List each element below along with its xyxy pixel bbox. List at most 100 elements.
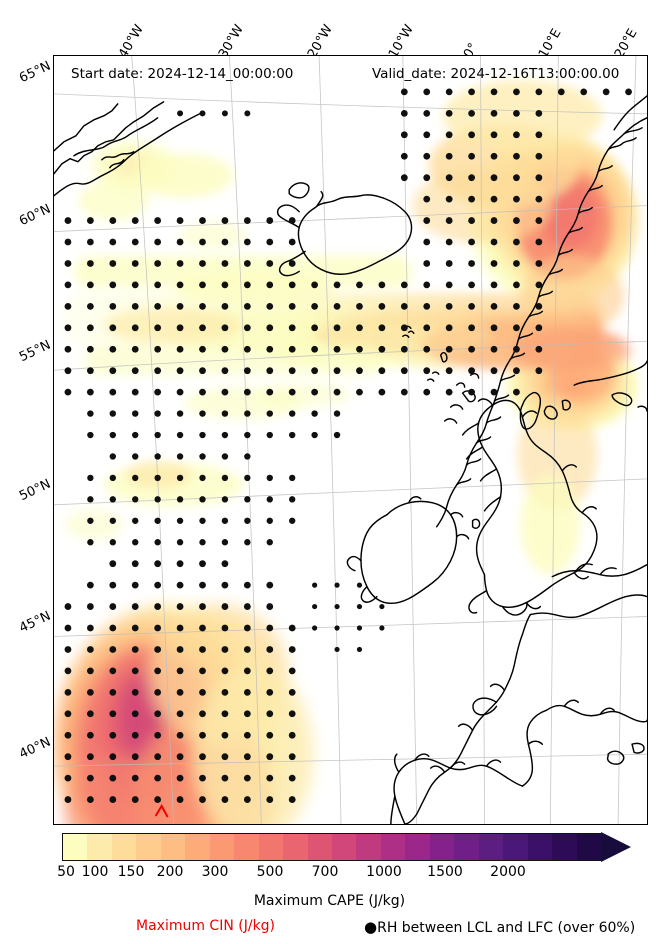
rh-dot — [154, 324, 162, 332]
rh-dot — [154, 238, 162, 246]
colorbar-tick-50: 50 — [57, 864, 75, 880]
rh-dot — [221, 603, 229, 610]
rh-dot — [244, 517, 251, 524]
rh-dot — [468, 367, 475, 375]
rh-dot — [132, 474, 139, 482]
rh-dot — [132, 431, 139, 439]
colorbar-segment-7 — [234, 834, 259, 860]
rh-dot — [86, 796, 94, 803]
rh-dot — [176, 560, 184, 568]
rh-dot — [378, 324, 386, 332]
rh-dot — [154, 667, 162, 675]
rh-dot — [289, 517, 296, 524]
rh-dot — [199, 539, 206, 546]
rh-dot — [86, 688, 94, 696]
rh-dot — [400, 345, 408, 353]
rh-dot — [109, 774, 117, 782]
rh-dot — [109, 560, 117, 568]
colorbar-segment-20 — [552, 834, 577, 860]
map-plot-area[interactable]: Start date: 2024-12-14_00:00:00 Valid_da… — [53, 55, 648, 825]
rh-dot — [109, 496, 116, 503]
rh-dot — [199, 281, 206, 289]
rh-dot — [468, 281, 475, 289]
cin-legend-label: Maximum CIN (J/kg) — [136, 918, 276, 934]
rh-dot — [154, 367, 162, 375]
rh-dot — [199, 324, 206, 332]
rh-dot — [445, 367, 453, 375]
lat-tick-label-2: 55°N — [17, 337, 54, 366]
rh-dot — [221, 539, 229, 546]
rh-dot — [490, 174, 498, 182]
rh-dot — [244, 453, 251, 460]
colorbar-tick-500: 500 — [256, 864, 284, 880]
rh-dot — [64, 345, 72, 353]
rh-dot — [378, 281, 386, 289]
rh-dot — [445, 345, 453, 353]
rh-dot — [490, 238, 498, 246]
rh-dot — [580, 88, 588, 96]
rh-dot — [131, 710, 139, 718]
rh-dot — [423, 109, 431, 117]
rh-dot — [131, 688, 139, 696]
rh-dot — [176, 539, 184, 546]
lat-tick-label-5: 40°N — [17, 734, 54, 763]
rh-dot — [199, 560, 206, 568]
colorbar-segment-21 — [576, 834, 601, 860]
rh-dot — [86, 731, 94, 739]
rh-dot — [266, 324, 274, 332]
rh-dot — [423, 345, 431, 353]
rh-dot — [288, 796, 296, 803]
colorbar-segment-6 — [209, 834, 235, 860]
rh-dot — [468, 152, 475, 160]
rh-dot — [333, 388, 341, 396]
rh-dot — [221, 731, 229, 739]
cape-shading — [54, 79, 639, 824]
rh-dot — [154, 496, 161, 503]
rh-dot — [288, 753, 296, 761]
rh-dot — [199, 731, 206, 739]
rh-dot — [513, 281, 520, 289]
rh-dot — [243, 753, 251, 761]
rh-dot — [468, 302, 475, 310]
rh-dot — [109, 238, 117, 246]
rh-dot — [131, 603, 139, 610]
rh-dot — [221, 302, 229, 310]
rh-dot — [221, 474, 229, 482]
rh-dot — [311, 281, 319, 289]
colorbar[interactable] — [62, 833, 602, 861]
rh-dot — [244, 496, 251, 503]
colorbar-tick-1000: 1000 — [366, 864, 402, 880]
rh-dot — [177, 110, 184, 117]
rh-dot — [423, 88, 431, 96]
rh-dot — [64, 688, 72, 696]
rh-dot — [131, 260, 139, 267]
rh-legend-label: ●RH between LCL and LFC (over 60%) — [364, 918, 635, 936]
rh-dot — [64, 731, 72, 739]
rh-dot — [154, 774, 162, 782]
rh-dot — [356, 302, 363, 310]
colorbar-segment-0 — [63, 834, 88, 860]
rh-dot — [243, 603, 251, 610]
rh-dot — [513, 238, 520, 246]
rh-dot — [490, 152, 498, 160]
rh-dot — [468, 109, 475, 117]
rh-dot — [154, 753, 162, 761]
rh-dot — [400, 174, 408, 182]
rh-dot — [311, 302, 319, 310]
rh-dot — [176, 410, 184, 417]
rh-dot — [221, 753, 229, 761]
rh-dot — [423, 388, 431, 396]
rh-dot — [288, 238, 296, 246]
rh-dot — [221, 517, 229, 524]
rh-dot — [109, 217, 117, 224]
rh-dot — [176, 753, 184, 761]
rh-dot — [445, 217, 453, 224]
rh-dot — [176, 388, 184, 396]
rh-dot — [243, 217, 251, 224]
map-graphics — [54, 56, 647, 824]
rh-dot — [423, 174, 431, 182]
rh-dot — [131, 367, 139, 375]
rh-dot — [513, 367, 520, 375]
rh-dot — [199, 388, 206, 396]
rh-dot — [109, 388, 117, 396]
